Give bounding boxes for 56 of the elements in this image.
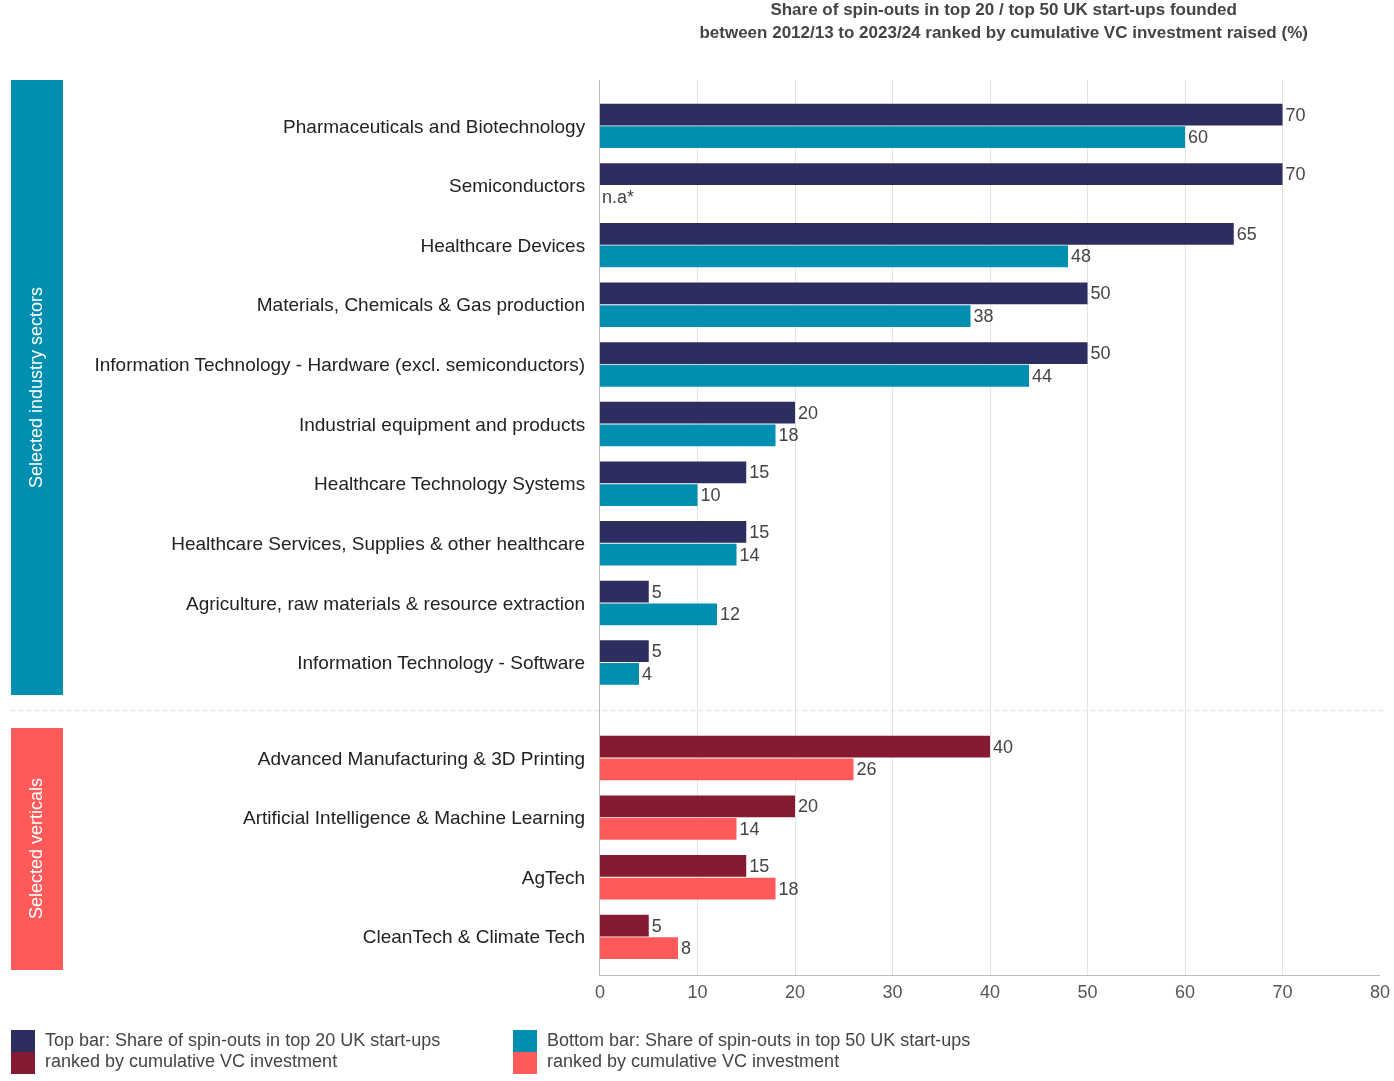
data-label: 50 — [1090, 283, 1111, 304]
y-tick-label: Information Technology - Software — [297, 652, 586, 674]
data-label: 8 — [681, 938, 692, 959]
y-tick-label: Healthcare Technology Systems — [314, 473, 586, 495]
y-tick-label: Advanced Manufacturing & 3D Printing — [257, 747, 586, 769]
data-label: 12 — [720, 604, 741, 625]
y-tick-label: Materials, Chemicals & Gas production — [256, 294, 586, 316]
x-tick-label: 10 — [687, 981, 708, 1002]
data-label: 40 — [993, 736, 1014, 757]
x-tick-label: 70 — [1272, 981, 1293, 1002]
data-label: 20 — [798, 796, 819, 817]
x-tick-label: 50 — [1077, 981, 1098, 1002]
data-label: 14 — [739, 544, 760, 565]
y-tick-label: Healthcare Devices — [420, 234, 586, 256]
y-tick-label: Artificial Intelligence & Machine Learning — [243, 807, 586, 829]
x-tick-label: 20 — [784, 981, 806, 1002]
x-tick-label: 80 — [1369, 981, 1391, 1002]
y-tick-label: Information Technology - Hardware (excl. semiconductors) — [94, 354, 586, 376]
data-label: 10 — [700, 485, 721, 506]
data-label: 50 — [1090, 343, 1111, 364]
x-tick-label: 60 — [1174, 981, 1196, 1002]
label-box: Selected industry sectors — [11, 80, 63, 696]
legend-label: Bottom bar: Share of spin-outs in top 50 UK start-ups ranked by cumulative VC investment — [547, 1030, 972, 1072]
data-label: 14 — [739, 818, 760, 839]
y-tick-label: CleanTech & Climate Tech — [362, 926, 586, 948]
y-tick-label: Pharmaceuticals and Biotechnology — [283, 115, 586, 137]
data-label: 38 — [973, 306, 994, 327]
y-tick-label: Healthcare Services, Supplies & other healthcare — [171, 532, 586, 554]
y-tick-label: AgTech — [521, 866, 586, 888]
data-label: 26 — [856, 759, 877, 780]
y-tick-label: Agriculture, raw materials & resource extraction — [186, 592, 586, 614]
data-label: 18 — [778, 425, 799, 446]
label-box: Selected verticals — [11, 728, 63, 970]
x-tick-label: 30 — [882, 981, 903, 1002]
data-label: 44 — [1032, 365, 1053, 386]
text: n.a* — [602, 187, 635, 207]
data-label: 65 — [1236, 223, 1257, 244]
data-label: 48 — [1071, 246, 1092, 267]
y-tick-label: Semiconductors — [448, 175, 586, 197]
data-label: 70 — [1285, 164, 1306, 185]
data-label: 15 — [749, 462, 770, 483]
data-label: 4 — [642, 663, 653, 684]
data-label: 60 — [1188, 127, 1209, 148]
y-tick-label: Industrial equipment and products — [298, 413, 586, 435]
data-label: 18 — [778, 878, 799, 899]
x-tick-label: 40 — [979, 981, 1001, 1002]
data-label: 20 — [798, 402, 819, 423]
data-label: 15 — [749, 855, 770, 876]
x-tick-label: 0 — [594, 981, 606, 1002]
legend-label: Top bar: Share of spin-outs in top 20 UK start-ups ranked by cumulative VC investment — [45, 1030, 442, 1072]
data-label: 70 — [1285, 104, 1306, 125]
data-label: 15 — [749, 521, 770, 542]
data-label: 5 — [651, 641, 662, 662]
data-label: 5 — [651, 581, 662, 602]
chart-title: Share of spin-outs in top 20 / top 50 UK start-ups founded between 2012/13 to 2023/24 ranked by cumulative VC investment raised (%) — [699, 0, 1308, 42]
data-label: 5 — [651, 915, 662, 936]
